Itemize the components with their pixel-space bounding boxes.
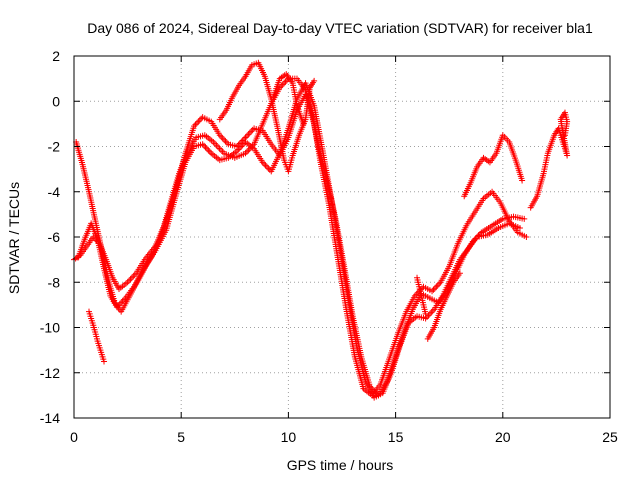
data-point xyxy=(262,162,269,169)
series-track-4 xyxy=(86,308,108,365)
data-point xyxy=(428,309,435,316)
data-point xyxy=(261,160,268,167)
data-point xyxy=(101,358,108,365)
x-axis: 0 5 10 15 20 25 xyxy=(70,56,618,445)
data-point xyxy=(516,224,523,231)
x-tick-label: 5 xyxy=(177,429,185,445)
series-track-8 xyxy=(424,270,463,342)
series-track-10 xyxy=(527,109,571,211)
x-tick-label: 25 xyxy=(602,429,618,445)
data-point xyxy=(433,283,440,290)
data-point xyxy=(219,135,226,142)
y-tick-label: 2 xyxy=(52,48,60,64)
data-point xyxy=(127,276,134,283)
series-track-2 xyxy=(73,80,523,401)
data-point xyxy=(243,132,250,139)
data-point xyxy=(238,138,245,145)
series-track-3 xyxy=(75,91,530,399)
data-point xyxy=(429,307,436,314)
data-point xyxy=(300,120,307,127)
data-point xyxy=(195,118,202,125)
data-point xyxy=(235,141,242,148)
series-track-9 xyxy=(414,274,429,317)
data-point xyxy=(126,277,133,284)
data-point xyxy=(521,215,528,222)
data-point xyxy=(128,274,135,281)
data-point xyxy=(265,165,272,172)
x-tick-label: 15 xyxy=(388,429,404,445)
y-tick-label: -2 xyxy=(48,139,61,155)
data-point xyxy=(311,77,318,84)
y-tick-label: -10 xyxy=(40,320,60,336)
y-tick-label: -6 xyxy=(48,229,61,245)
data-point xyxy=(263,163,270,170)
data-point xyxy=(205,147,212,154)
y-axis-label: SDTVAR / TECUs xyxy=(6,182,22,294)
data-point xyxy=(218,133,225,140)
data-point xyxy=(561,132,568,139)
y-tick-label: 0 xyxy=(52,93,60,109)
data-point xyxy=(221,136,228,143)
data-point xyxy=(193,120,200,127)
data-point xyxy=(246,129,253,136)
data-point xyxy=(519,177,526,184)
series-track-7 xyxy=(461,132,526,200)
series-track-5 xyxy=(216,59,318,175)
data-point xyxy=(201,142,208,149)
data-point xyxy=(242,134,249,141)
y-tick-label: -4 xyxy=(48,184,61,200)
data-point xyxy=(245,131,252,138)
data-point xyxy=(422,310,429,317)
y-tick-label: -14 xyxy=(40,410,60,426)
x-tick-label: 10 xyxy=(281,429,297,445)
grid-lines xyxy=(74,56,610,418)
data-point xyxy=(203,145,210,152)
y-tick-label: -8 xyxy=(48,274,61,290)
x-tick-label: 20 xyxy=(495,429,511,445)
x-tick-label: 0 xyxy=(70,429,78,445)
data-point xyxy=(523,234,530,240)
data-point xyxy=(430,286,437,293)
y-axis: -14 -12 -10 -8 -6 -4 -2 0 2 xyxy=(40,48,610,426)
chart-title: Day 086 of 2024, Sidereal Day-to-day VTE… xyxy=(87,20,593,36)
data-point xyxy=(206,148,213,155)
data-point xyxy=(239,137,246,144)
data-point xyxy=(424,313,431,320)
data-point xyxy=(222,138,229,145)
x-axis-label: GPS time / hours xyxy=(287,457,394,473)
data-point xyxy=(130,273,137,280)
data-point xyxy=(241,135,248,142)
data-point xyxy=(434,282,441,289)
data-point xyxy=(456,270,463,277)
series-track-6 xyxy=(270,71,307,127)
y-tick-label: -12 xyxy=(40,365,60,381)
data-marks xyxy=(71,59,571,401)
data-point xyxy=(249,126,256,133)
